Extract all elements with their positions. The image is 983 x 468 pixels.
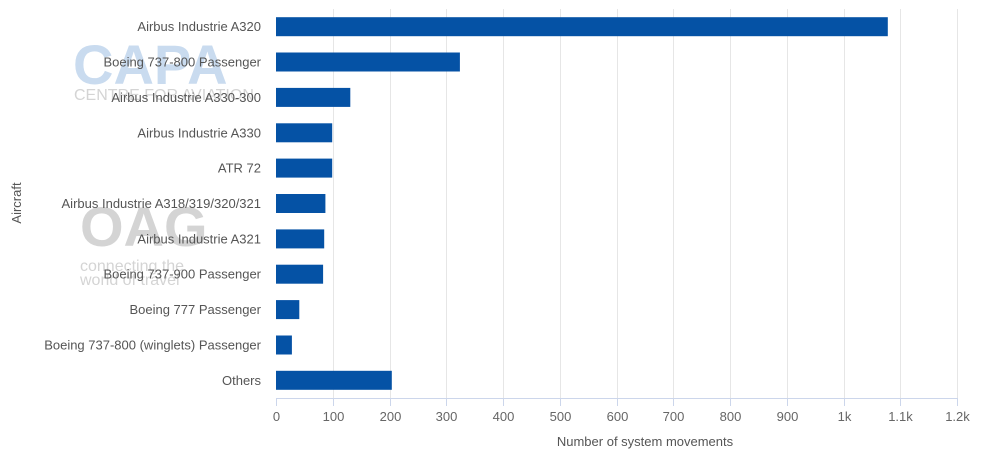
category-label: Boeing 737-800 (winglets) Passenger bbox=[44, 338, 261, 353]
bars bbox=[276, 17, 888, 390]
bar bbox=[276, 264, 324, 284]
bar bbox=[276, 229, 325, 249]
category-labels: Airbus Industrie A320 Boeing 737-800 Pass… bbox=[44, 19, 261, 388]
category-label: Airbus Industrie A330-300 bbox=[111, 90, 261, 105]
category-label: Airbus Industrie A321 bbox=[137, 231, 261, 246]
bar bbox=[276, 370, 392, 390]
bar bbox=[276, 335, 292, 355]
y-axis-title: Aircraft bbox=[9, 182, 24, 224]
oag-watermark-line2: world of travel bbox=[79, 272, 180, 289]
category-label: Others bbox=[222, 373, 262, 388]
x-tick-label: 900 bbox=[777, 409, 799, 424]
bar bbox=[276, 300, 300, 320]
grid-lines bbox=[333, 9, 958, 398]
bar bbox=[276, 158, 333, 178]
x-tick-label: 600 bbox=[607, 409, 629, 424]
watermarks: CAPA CENTRE FOR AVIATION OAG connecting … bbox=[73, 33, 254, 289]
x-tick-label: 1k bbox=[838, 409, 852, 424]
category-label: Boeing 777 Passenger bbox=[129, 302, 261, 317]
category-label: Airbus Industrie A320 bbox=[137, 19, 261, 34]
x-tick-label: 500 bbox=[550, 409, 572, 424]
x-tick-label: 0 bbox=[273, 409, 280, 424]
x-axis-title: Number of system movements bbox=[557, 434, 734, 449]
x-tick-label: 1.1k bbox=[888, 409, 913, 424]
x-tick-label: 200 bbox=[380, 409, 402, 424]
bar bbox=[276, 194, 326, 213]
bar bbox=[276, 17, 888, 37]
x-tick-label: 1.2k bbox=[945, 409, 970, 424]
category-label: Boeing 737-800 Passenger bbox=[103, 55, 261, 70]
capa-watermark-subtitle: CENTRE FOR AVIATION bbox=[74, 87, 254, 104]
x-tick-label: 100 bbox=[323, 409, 345, 424]
category-label: Airbus Industrie A318/319/320/321 bbox=[62, 196, 261, 211]
x-tick-label: 800 bbox=[720, 409, 742, 424]
category-label: Airbus Industrie A330 bbox=[137, 125, 261, 140]
oag-watermark-line1: connecting the bbox=[80, 258, 184, 275]
x-tick-label: 400 bbox=[493, 409, 515, 424]
category-label: ATR 72 bbox=[218, 161, 261, 176]
category-label: Boeing 737-900 Passenger bbox=[103, 267, 261, 282]
bar bbox=[276, 123, 333, 143]
bar bbox=[276, 87, 351, 107]
capa-watermark-title: CAPA bbox=[73, 33, 228, 96]
x-tick-label: 300 bbox=[436, 409, 458, 424]
x-tick-label: 700 bbox=[663, 409, 685, 424]
oag-watermark-title: OAG bbox=[80, 195, 208, 258]
bar bbox=[276, 52, 460, 72]
x-axis-ticks: 0 100 200 300 400 500 600 700 800 900 1k 1.1k 1.2k bbox=[273, 398, 970, 424]
